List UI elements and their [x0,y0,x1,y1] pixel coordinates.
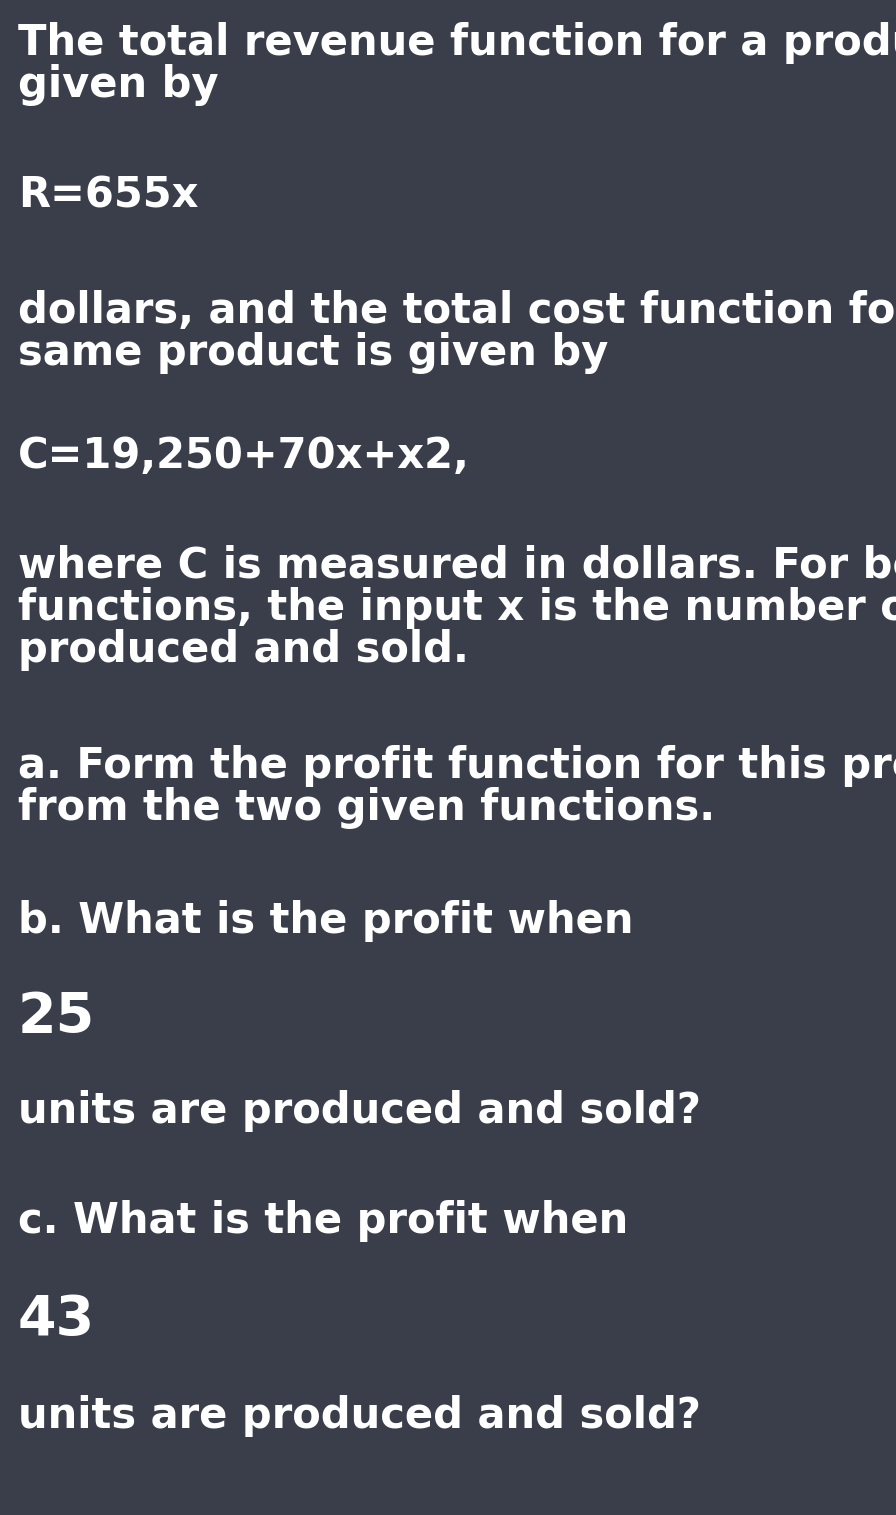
Text: given by: given by [18,64,219,106]
Text: R=655x: R=655x [18,176,199,217]
Text: b. What is the profit when: b. What is the profit when [18,900,633,942]
Text: C=19,250+70x+x2,: C=19,250+70x+x2, [18,435,470,477]
Text: 25: 25 [18,989,95,1044]
Text: a. Form the profit function for this product: a. Form the profit function for this pro… [18,745,896,786]
Text: functions, the input x is the number of units: functions, the input x is the number of … [18,586,896,629]
Text: dollars, and the total cost function for this: dollars, and the total cost function for… [18,289,896,332]
Text: units are produced and sold?: units are produced and sold? [18,1089,701,1132]
Text: where C is measured in dollars. For both: where C is measured in dollars. For both [18,545,896,586]
Text: units are produced and sold?: units are produced and sold? [18,1395,701,1438]
Text: c. What is the profit when: c. What is the profit when [18,1200,628,1242]
Text: same product is given by: same product is given by [18,332,608,374]
Text: from the two given functions.: from the two given functions. [18,786,715,829]
Text: The total revenue function for a product is: The total revenue function for a product… [18,23,896,64]
Text: 43: 43 [18,1292,95,1347]
Text: produced and sold.: produced and sold. [18,629,469,671]
